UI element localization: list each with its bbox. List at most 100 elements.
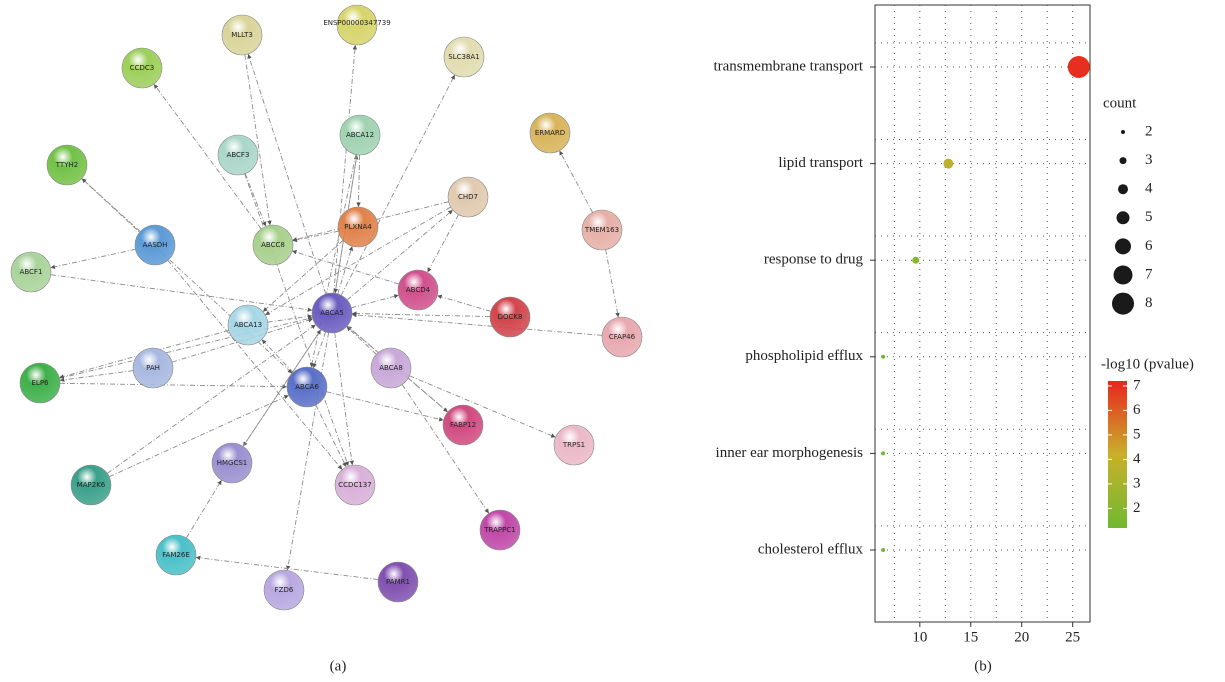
y-tick-label: transmembrane transport	[713, 58, 863, 74]
node-label: AASDH	[143, 241, 168, 249]
node-label: CCDC137	[338, 481, 371, 489]
edge	[606, 250, 619, 318]
legend-label: 7	[1145, 266, 1153, 282]
dot	[881, 451, 885, 455]
y-tick-label: lipid transport	[778, 155, 863, 171]
dot	[943, 159, 953, 169]
edge	[51, 249, 136, 267]
node-label: SLC38A1	[448, 53, 479, 61]
node-label: ABCC8	[261, 241, 285, 249]
legend-label: 3	[1145, 152, 1153, 168]
network: ENSP00000347739 MLLT3 SLC38A1 CCDC3 ABCA12 ER…	[11, 5, 642, 610]
dot	[1068, 56, 1090, 78]
edge	[358, 155, 359, 207]
edge	[341, 75, 455, 295]
node-label: DOCK8	[498, 313, 523, 321]
node-label: TTYH2	[55, 161, 78, 169]
node-label: TRPS1	[562, 441, 585, 449]
node-label: ABCA6	[295, 383, 319, 391]
edge	[186, 480, 221, 538]
colorbar-title: -log10 (pvalue)	[1101, 356, 1194, 372]
edge	[245, 174, 266, 227]
node-label: ENSP00000347739	[323, 19, 390, 27]
colorbar-label: 3	[1133, 475, 1141, 491]
edge	[427, 215, 458, 273]
node-label: PAMR1	[386, 578, 410, 586]
node-label: CCDC3	[130, 64, 155, 72]
legend-dot	[1114, 266, 1133, 285]
plot-frame	[875, 5, 1090, 622]
caption: (b)	[974, 658, 992, 674]
edge	[335, 333, 353, 465]
colorbar-label: 4	[1133, 451, 1141, 467]
colorbar-label: 5	[1133, 426, 1141, 442]
edge	[51, 275, 312, 311]
legend-dot	[1121, 130, 1125, 134]
x-tick-label: 10	[912, 629, 927, 645]
edge	[352, 315, 602, 336]
node-label: ABCA12	[346, 131, 374, 139]
colorbar-label: 2	[1133, 500, 1141, 516]
legend-label: 6	[1145, 238, 1153, 254]
y-tick-label: cholesterol efflux	[758, 541, 864, 557]
y-tick-label: inner ear morphogenesis	[716, 445, 864, 461]
node-label: MLLT3	[231, 31, 253, 39]
x-tick-label: 25	[1065, 629, 1080, 645]
edge	[82, 179, 293, 374]
edge	[351, 295, 398, 308]
edge	[437, 296, 491, 312]
node-label: ABCF3	[227, 151, 250, 159]
edge	[59, 318, 312, 379]
edge	[60, 383, 287, 386]
legend-dot	[1118, 184, 1128, 194]
legend-dot	[1115, 238, 1131, 254]
edge	[82, 178, 140, 231]
legend-title: count	[1103, 95, 1137, 111]
node-label: ABCA8	[379, 364, 403, 372]
edge	[107, 325, 315, 474]
legend-dot	[1120, 157, 1127, 164]
node-label: FZD6	[275, 586, 294, 594]
dot	[881, 548, 885, 552]
node-label: ERMARD	[535, 129, 565, 137]
edge	[293, 231, 339, 241]
caption: (a)	[330, 658, 347, 674]
node-label: TRAPPC1	[483, 526, 515, 534]
node-label: PLXNA4	[344, 223, 372, 231]
legend-label: 5	[1145, 209, 1153, 225]
legend-dot	[1117, 211, 1130, 224]
edge	[338, 246, 352, 294]
node-label: FABP12	[450, 421, 476, 429]
node-label: ELP6	[32, 379, 50, 387]
figure: ENSP00000347739 MLLT3 SLC38A1 CCDC3 ABCA12 ER…	[0, 0, 1225, 682]
node-label: ABCA13	[234, 321, 262, 329]
dot	[912, 257, 919, 264]
node-label: PAH	[146, 364, 160, 372]
legend-dot	[1112, 293, 1134, 315]
edge	[559, 151, 592, 213]
legend-label: 8	[1145, 295, 1153, 311]
dot	[881, 355, 885, 359]
y-tick-label: phospholipid efflux	[745, 348, 863, 364]
legend-label: 2	[1145, 123, 1153, 139]
edge	[347, 327, 377, 355]
edge	[334, 45, 356, 293]
y-tick-label: response to drug	[764, 252, 864, 268]
node-label: TMEM163	[584, 226, 619, 234]
node-label: CFAP46	[609, 333, 636, 341]
colorbar-label: 6	[1133, 402, 1141, 418]
edge	[316, 405, 346, 467]
node-label: MAP2K6	[77, 481, 106, 489]
node-label: CHD7	[458, 193, 478, 201]
edge	[311, 155, 356, 368]
node-label: FAM26E	[162, 551, 190, 559]
node-label: ABCD4	[406, 286, 431, 294]
colorbar	[1108, 381, 1127, 528]
x-tick-label: 15	[963, 629, 978, 645]
node-label: ABCA5	[320, 309, 344, 317]
node-label: HMGCS1	[217, 459, 248, 467]
node-label: ABCF1	[20, 268, 43, 276]
colorbar-label: 7	[1133, 377, 1141, 393]
legend-label: 4	[1145, 181, 1153, 197]
